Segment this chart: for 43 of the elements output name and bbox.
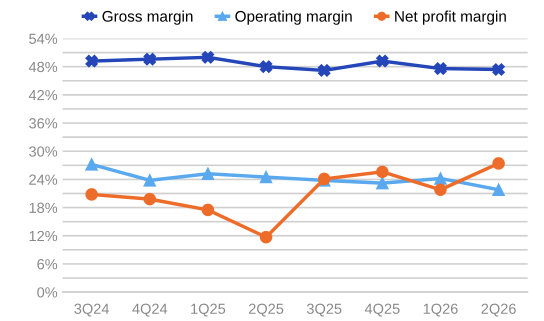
point [376, 176, 389, 190]
point [85, 158, 98, 171]
legend-label: Gross margin [102, 10, 192, 25]
y-tick-label: 0% [37, 287, 58, 298]
point [144, 174, 156, 187]
y-tick-label: 54% [29, 34, 58, 44]
x-tick-label: 4Q25 [364, 304, 400, 317]
legend-label: Operating margin [235, 10, 352, 25]
point [202, 168, 214, 180]
x-tick-label: 3Q24 [74, 304, 110, 317]
point [85, 188, 98, 201]
point [434, 172, 447, 185]
y-tick-label: 18% [30, 202, 58, 214]
x-tick-label: 3Q25 [306, 304, 342, 317]
x-tick-label: 2Q25 [248, 304, 284, 317]
y-tick-label: 12% [30, 230, 58, 242]
x-tick-label: 4Q24 [132, 304, 168, 317]
point [376, 166, 389, 178]
y-tick-label: 48% [28, 62, 58, 72]
point [202, 51, 214, 64]
y-tick-label: 30% [29, 146, 58, 157]
point [260, 230, 272, 244]
y-tick-label: 6% [37, 259, 58, 270]
point [434, 62, 447, 75]
x-tick-label: 1Q25 [191, 304, 226, 317]
point [434, 183, 447, 196]
point [85, 54, 98, 68]
point [492, 157, 505, 170]
point [202, 204, 214, 216]
point [260, 170, 272, 184]
point [144, 52, 156, 66]
point [144, 192, 156, 206]
y-tick-label: 42% [28, 90, 58, 100]
point [492, 183, 505, 196]
x-tick-label: 2Q26 [482, 304, 516, 317]
point [376, 54, 389, 68]
legend-label: Net profit margin [395, 10, 506, 25]
point [492, 63, 505, 76]
y-tick-label: 36% [29, 118, 58, 128]
y-tick-label: 24% [29, 174, 58, 185]
point [260, 60, 272, 73]
point [318, 64, 330, 77]
x-tick-label: 1Q26 [424, 304, 458, 317]
